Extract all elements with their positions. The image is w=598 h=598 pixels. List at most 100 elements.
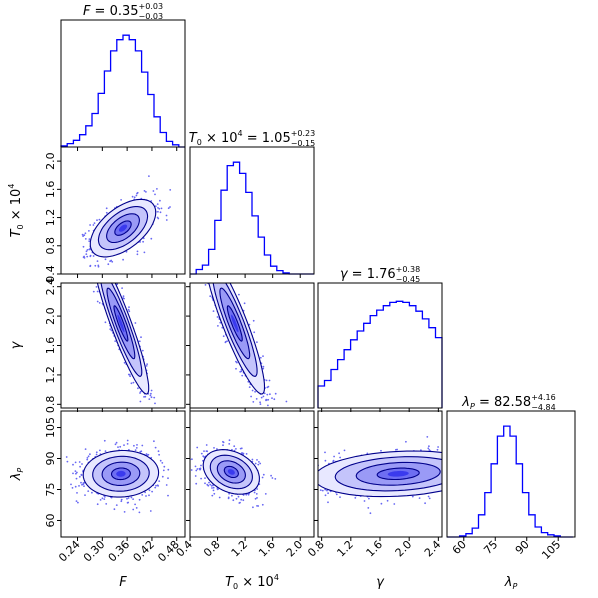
sample-point bbox=[151, 490, 154, 493]
sample-point bbox=[100, 281, 102, 283]
sample-point bbox=[167, 468, 170, 471]
sample-point bbox=[109, 279, 111, 281]
sample-point bbox=[265, 399, 268, 401]
sample-point bbox=[101, 259, 103, 261]
sample-point bbox=[96, 219, 98, 222]
sample-point bbox=[88, 240, 91, 243]
sample-point bbox=[90, 234, 92, 236]
sample-point bbox=[209, 295, 212, 298]
sample-point bbox=[95, 263, 97, 265]
sample-point bbox=[216, 271, 218, 273]
sample-point bbox=[139, 392, 141, 394]
sample-point bbox=[72, 472, 74, 475]
sample-point bbox=[224, 340, 227, 343]
sample-point bbox=[145, 495, 147, 497]
sample-point bbox=[82, 235, 84, 238]
sample-point bbox=[132, 498, 135, 500]
sample-point bbox=[159, 211, 162, 214]
sample-point bbox=[207, 484, 210, 487]
sample-point bbox=[474, 454, 476, 456]
histogram-lambdaP bbox=[447, 425, 573, 538]
sample-point bbox=[128, 310, 131, 313]
sample-point bbox=[132, 508, 135, 511]
sample-point bbox=[210, 268, 212, 270]
sample-point bbox=[442, 465, 444, 467]
sample-point bbox=[233, 445, 236, 448]
sample-point bbox=[251, 458, 254, 461]
histogram-T0 bbox=[190, 161, 314, 275]
sample-point bbox=[426, 436, 429, 438]
sample-point bbox=[148, 494, 150, 497]
sample-point bbox=[211, 279, 213, 281]
sample-point bbox=[247, 493, 250, 496]
sample-point bbox=[101, 268, 103, 270]
sample-point bbox=[88, 248, 91, 251]
sample-point bbox=[105, 268, 107, 270]
joint-panel-gamma-lambdaP bbox=[318, 436, 476, 515]
contour-line bbox=[113, 305, 129, 342]
sample-point bbox=[212, 253, 214, 255]
sample-point bbox=[78, 485, 80, 487]
sample-point bbox=[452, 467, 454, 469]
sample-point bbox=[465, 472, 467, 474]
sample-point bbox=[267, 404, 269, 407]
sample-point bbox=[89, 453, 91, 456]
sample-point bbox=[204, 269, 206, 271]
contour-line bbox=[101, 461, 141, 486]
sample-point bbox=[255, 398, 258, 400]
sample-point bbox=[148, 398, 151, 400]
sample-point bbox=[256, 459, 258, 461]
sample-point bbox=[97, 270, 99, 272]
sample-point bbox=[368, 497, 370, 500]
sample-point bbox=[89, 255, 92, 258]
sample-point bbox=[211, 267, 213, 269]
sample-point bbox=[141, 349, 144, 352]
histogram-step-gamma bbox=[317, 300, 443, 408]
sample-point bbox=[96, 260, 99, 262]
sample-point bbox=[252, 506, 254, 509]
sample-point bbox=[111, 260, 114, 263]
sample-point bbox=[139, 400, 142, 403]
sample-point bbox=[95, 453, 98, 456]
sample-point bbox=[156, 484, 159, 487]
sample-point bbox=[135, 447, 138, 449]
sample-point bbox=[256, 497, 258, 499]
sample-point bbox=[99, 276, 101, 278]
sample-point bbox=[96, 290, 99, 293]
sample-point bbox=[122, 295, 125, 298]
sample-point bbox=[466, 469, 468, 471]
sample-point bbox=[194, 475, 197, 477]
sample-point bbox=[103, 262, 105, 264]
sample-point bbox=[133, 196, 136, 199]
sample-point bbox=[100, 260, 102, 262]
sample-point bbox=[92, 224, 95, 226]
sample-point bbox=[471, 476, 473, 478]
sample-point bbox=[133, 444, 135, 447]
sample-point bbox=[219, 278, 221, 280]
sample-point bbox=[150, 389, 153, 392]
sample-point bbox=[261, 503, 264, 506]
sample-point bbox=[112, 276, 114, 278]
sample-point bbox=[211, 276, 213, 278]
sample-point bbox=[264, 493, 267, 495]
sample-point bbox=[203, 251, 205, 253]
sample-point bbox=[95, 263, 97, 265]
sample-point bbox=[157, 207, 159, 209]
sample-point bbox=[136, 191, 139, 194]
sample-point bbox=[138, 511, 141, 514]
sample-point bbox=[218, 248, 220, 250]
sample-point bbox=[105, 268, 107, 270]
sample-point bbox=[259, 462, 262, 465]
sample-point bbox=[93, 262, 95, 264]
sample-point bbox=[107, 271, 109, 273]
sample-point bbox=[159, 199, 161, 202]
sample-point bbox=[143, 396, 145, 398]
sample-point bbox=[154, 486, 157, 489]
sample-point bbox=[105, 266, 107, 268]
sample-point bbox=[324, 451, 326, 454]
sample-point bbox=[106, 275, 108, 277]
sample-point bbox=[212, 310, 215, 312]
sample-point bbox=[209, 276, 211, 278]
sample-point bbox=[218, 496, 221, 499]
contour-line bbox=[208, 283, 266, 395]
